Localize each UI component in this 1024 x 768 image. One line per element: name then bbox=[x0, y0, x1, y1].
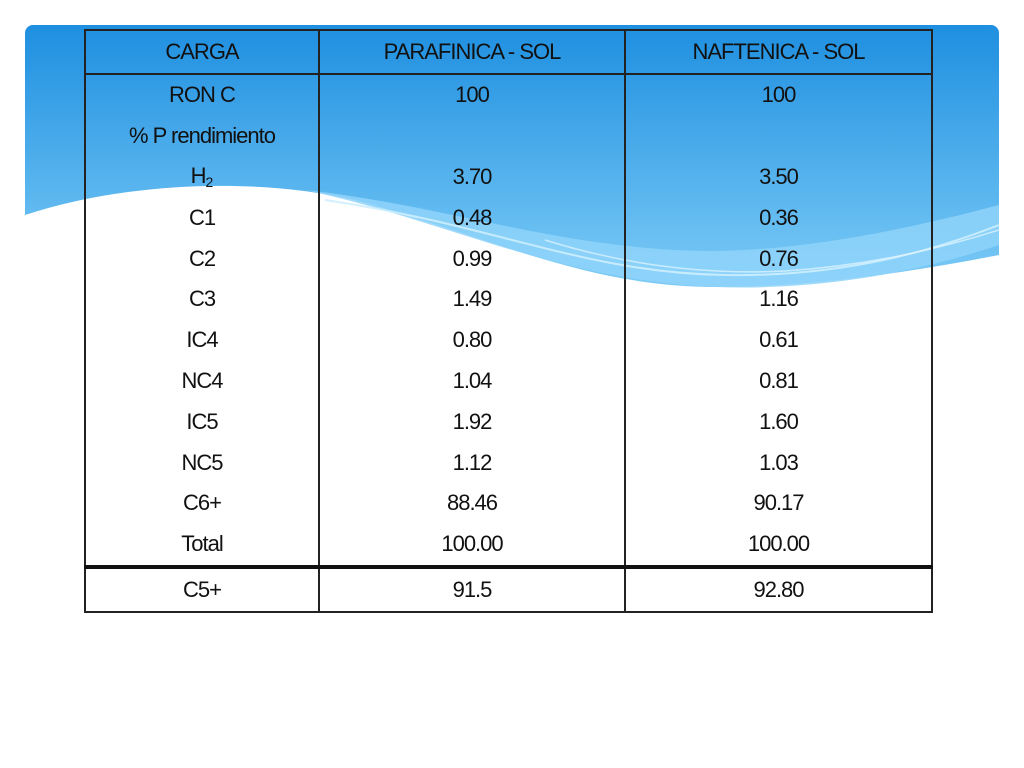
parafinica-value: 0.80 bbox=[318, 319, 626, 361]
naftenica-value: 100 bbox=[624, 74, 933, 116]
naftenica-value: 0.81 bbox=[624, 360, 933, 402]
table-row-c5plus: C5+ 91.5 92.80 bbox=[84, 566, 933, 613]
parafinica-value: 0.99 bbox=[318, 238, 626, 279]
row-label: NC5 bbox=[84, 442, 320, 483]
table-row-total: Total 100.00 100.00 bbox=[84, 523, 933, 569]
header-parafinica: PARAFINICA - SOL bbox=[318, 29, 626, 75]
table-row: C6+ 88.46 90.17 bbox=[84, 482, 933, 524]
parafinica-value: 3.70 bbox=[318, 156, 626, 198]
naftenica-value: 0.61 bbox=[624, 319, 933, 361]
row-label: C3 bbox=[84, 278, 320, 320]
h2-subscript: 2 bbox=[205, 174, 214, 191]
table-row: C2 0.99 0.76 bbox=[84, 238, 933, 279]
row-label: % P rendimiento bbox=[84, 115, 320, 157]
row-label: IC5 bbox=[84, 401, 320, 443]
row-label: H2 bbox=[84, 156, 320, 198]
header-naftenica: NAFTENICA - SOL bbox=[624, 29, 933, 75]
parafinica-value: 91.5 bbox=[318, 566, 626, 613]
row-label: C1 bbox=[84, 197, 320, 239]
table-row: C1 0.48 0.36 bbox=[84, 197, 933, 239]
naftenica-value: 3.50 bbox=[624, 156, 933, 198]
naftenica-value: 1.03 bbox=[624, 442, 933, 483]
header-carga: CARGA bbox=[84, 29, 320, 75]
parafinica-value: 1.04 bbox=[318, 360, 626, 402]
table-row: H2 3.70 3.50 bbox=[84, 156, 933, 198]
row-label: C2 bbox=[84, 238, 320, 279]
naftenica-value: 0.76 bbox=[624, 238, 933, 279]
row-label: RON C bbox=[84, 74, 320, 116]
h2-symbol: H bbox=[190, 163, 207, 189]
parafinica-value: 100 bbox=[318, 74, 626, 116]
table-row: IC5 1.92 1.60 bbox=[84, 401, 933, 443]
row-label: Total bbox=[84, 523, 320, 569]
parafinica-value bbox=[318, 115, 626, 157]
row-label: IC4 bbox=[84, 319, 320, 361]
parafinica-value: 1.49 bbox=[318, 278, 626, 320]
yield-table: CARGA PARAFINICA - SOL NAFTENICA - SOL R… bbox=[84, 29, 933, 613]
naftenica-value: 90.17 bbox=[624, 482, 933, 524]
naftenica-value: 1.16 bbox=[624, 278, 933, 320]
header-row: CARGA PARAFINICA - SOL NAFTENICA - SOL bbox=[84, 29, 933, 75]
parafinica-value: 88.46 bbox=[318, 482, 626, 524]
table-row: IC4 0.80 0.61 bbox=[84, 319, 933, 361]
parafinica-value: 0.48 bbox=[318, 197, 626, 239]
table-row: NC5 1.12 1.03 bbox=[84, 442, 933, 483]
row-label: C6+ bbox=[84, 482, 320, 524]
table-row: % P rendimiento bbox=[84, 115, 933, 157]
parafinica-value: 1.12 bbox=[318, 442, 626, 483]
parafinica-value: 1.92 bbox=[318, 401, 626, 443]
naftenica-value: 100.00 bbox=[624, 523, 933, 569]
parafinica-value: 100.00 bbox=[318, 523, 626, 569]
naftenica-value: 1.60 bbox=[624, 401, 933, 443]
naftenica-value: 0.36 bbox=[624, 197, 933, 239]
naftenica-value bbox=[624, 115, 933, 157]
naftenica-value: 92.80 bbox=[624, 566, 933, 613]
table-row: C3 1.49 1.16 bbox=[84, 278, 933, 320]
row-label: C5+ bbox=[84, 566, 320, 613]
table-row: RON C 100 100 bbox=[84, 74, 933, 116]
row-label: NC4 bbox=[84, 360, 320, 402]
table-row: NC4 1.04 0.81 bbox=[84, 360, 933, 402]
